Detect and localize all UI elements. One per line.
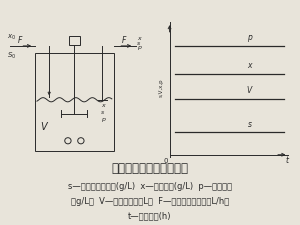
Text: t—培养时间(h): t—培养时间(h) [128,212,172,220]
Text: V: V [40,122,47,132]
Bar [35,53,114,151]
Text: p: p [101,117,105,122]
Text: s: s [137,40,140,45]
Text: x: x [101,103,105,108]
Text: $x_0$: $x_0$ [7,33,16,43]
Text: 连续培养及其动力学特征: 连续培养及其动力学特征 [112,162,188,175]
Text: s—限制性底物浓度(g/L)  x—菌体浓度(g/L)  p—产物浓度: s—限制性底物浓度(g/L) x—菌体浓度(g/L) p—产物浓度 [68,182,232,191]
Text: p: p [247,33,252,42]
Text: F: F [122,36,126,45]
Text: V: V [247,86,252,95]
Text: F: F [18,36,22,45]
Bar [69,36,80,45]
Text: t: t [286,156,289,165]
Text: x: x [137,36,141,41]
Text: $S_0$: $S_0$ [7,51,16,61]
Text: （g/L）  V—培养液体积（L）  F—培养基体积流率（L/h）: （g/L） V—培养液体积（L） F—培养基体积流率（L/h） [71,197,229,206]
Text: s: s [101,110,104,115]
Text: s,V,x,p: s,V,x,p [159,79,164,97]
Text: s: s [248,120,251,129]
Text: 0: 0 [163,158,168,164]
Text: p: p [137,45,141,50]
Text: x: x [247,61,252,70]
